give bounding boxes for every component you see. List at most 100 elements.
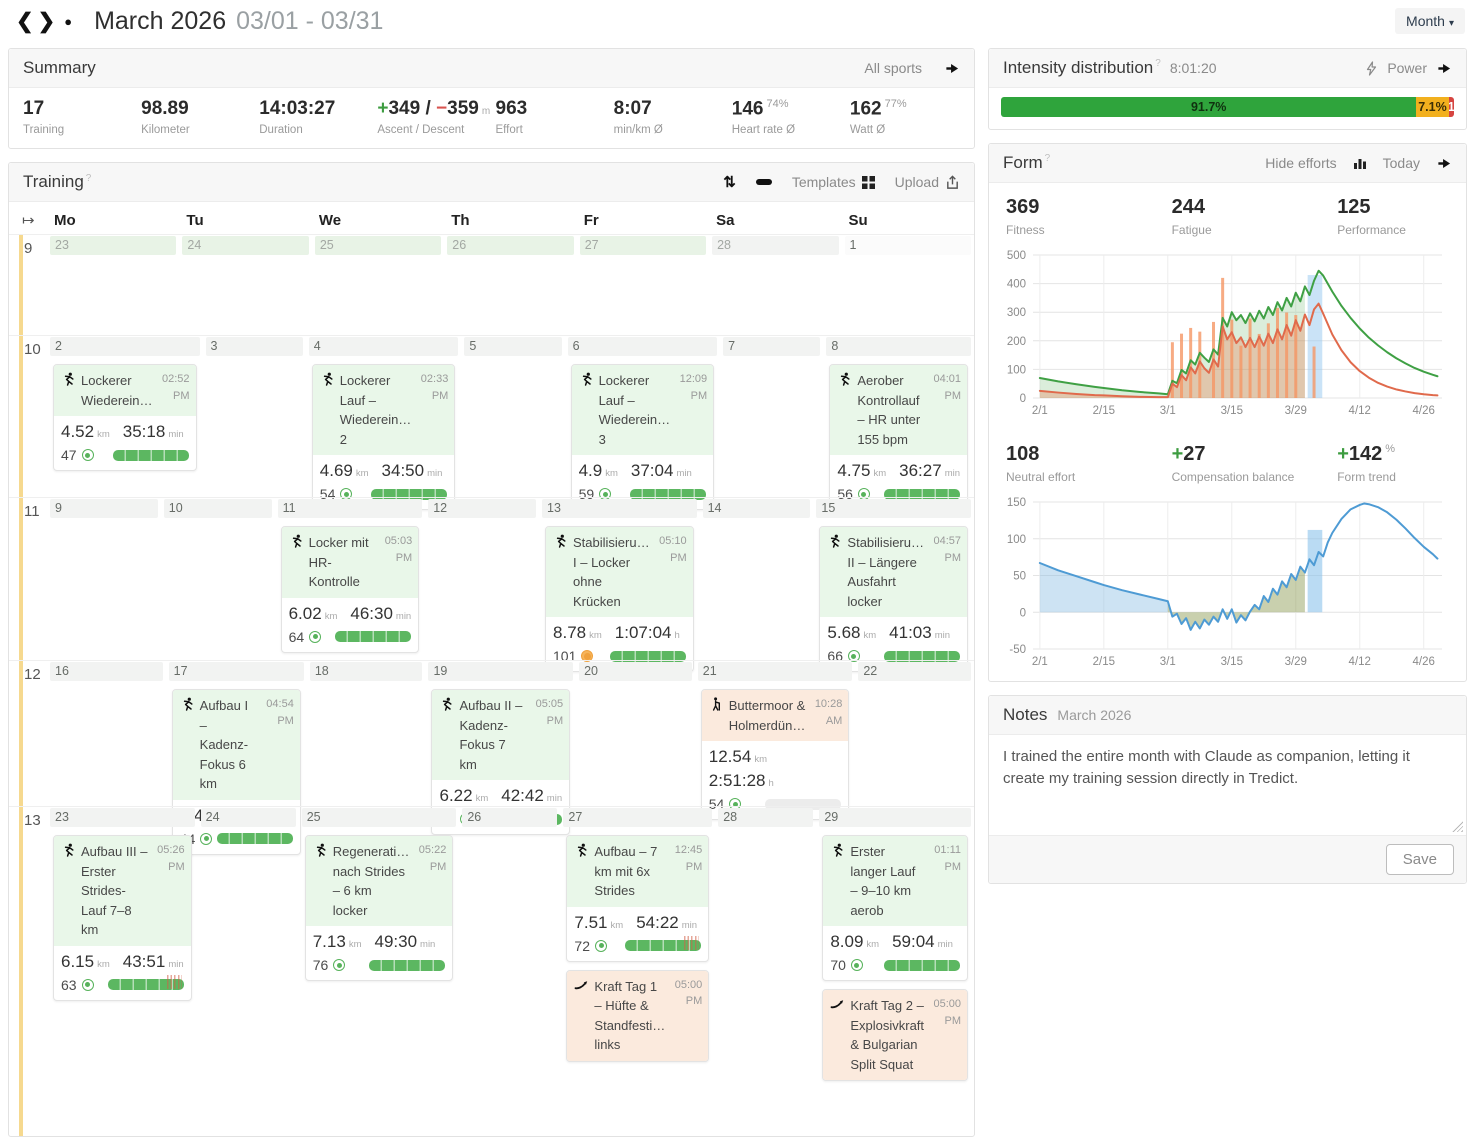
view-selector[interactable]: Month ▾ <box>1395 8 1465 34</box>
entry-time: 05:03 PM <box>384 535 413 564</box>
today-button[interactable]: Today <box>1382 155 1420 171</box>
next-month-button[interactable]: ❯ <box>37 9 56 33</box>
help-icon[interactable]: ? <box>1155 58 1161 70</box>
training-entry[interactable]: Stabilisieru… II – Längere Ausfahrt lock… <box>819 526 968 673</box>
power-toggle[interactable]: Power <box>1387 60 1427 76</box>
training-entry[interactable]: Aerober Kontrollauf – HR unter 155 bpm 04… <box>829 364 968 511</box>
arrow-right-icon[interactable] <box>1436 61 1452 76</box>
calendar-day[interactable]: 1 <box>842 235 974 335</box>
help-icon[interactable]: ? <box>1044 153 1051 165</box>
notes-textarea[interactable]: I trained the entire month with Claude a… <box>989 735 1466 835</box>
calendar-day[interactable]: 26 <box>444 235 576 335</box>
upload-button[interactable]: Upload <box>895 174 960 190</box>
svg-text:500: 500 <box>1007 250 1026 262</box>
calendar-day[interactable]: 14 <box>700 498 814 660</box>
weekday-label: Th <box>451 211 470 229</box>
calendar-day[interactable]: 6 Lockerer Lauf – Wiederein… 3 12:09 PM 4.9… <box>565 336 721 511</box>
upload-icon <box>947 175 958 189</box>
calendar-day[interactable]: 2 Lockerer Wiederein… 02:52 PM 4.52 km 35:18 m… <box>47 336 203 497</box>
training-panel: Training? ⇅ Templates Upload ↦ Mo Tu We Th Fr… <box>8 162 975 1137</box>
training-entry[interactable]: Aufbau – 7 km mit 6x Strides 12:45 PM 7.51… <box>566 835 710 962</box>
calendar-day[interactable]: 27 <box>577 235 709 335</box>
calendar-day[interactable]: 3 <box>203 336 306 497</box>
arrow-right-icon[interactable] <box>944 61 960 76</box>
calendar-day[interactable]: 25 <box>312 235 444 335</box>
calendar-day[interactable]: 29 Erster langer Lauf – 9–10 km aerob 01:1… <box>816 807 974 1136</box>
calendar-day[interactable]: 11 Locker mit HR-Kontrolle 05:03 PM 6.02 km 4… <box>275 498 426 660</box>
calendar-day[interactable]: 8 Aerober Kontrollauf – HR unter 155 bpm 0… <box>823 336 974 511</box>
calendar-day[interactable]: 18 <box>307 661 426 806</box>
calendar-day[interactable]: 19 Aufbau II – Kadenz-Fokus 7 km 05:05 PM 6… <box>425 661 576 836</box>
save-button[interactable]: Save <box>1385 844 1454 875</box>
calendar-day[interactable]: 28 <box>709 235 841 335</box>
entry-duration: 36:27 min <box>899 461 960 481</box>
training-entry[interactable]: Regenerati… nach Strides – 6 km locker 05… <box>304 835 454 982</box>
training-entry[interactable]: Locker mit HR-Kontrolle 05:03 PM 6.02 km 46:… <box>280 526 420 653</box>
expand-weeks-icon[interactable]: ↦ <box>22 211 35 229</box>
calendar-day[interactable]: 22 <box>855 661 974 806</box>
training-entry[interactable]: Kraft Tag 1 – Hüfte & Standfesti… links 0… <box>566 969 710 1062</box>
calendar-day[interactable]: 9 <box>47 498 161 660</box>
training-entry[interactable]: Lockerer Lauf – Wiederein… 2 02:33 PM 4.69… <box>311 364 456 511</box>
templates-button[interactable]: Templates <box>792 174 875 190</box>
form-title: Form? <box>1003 153 1051 172</box>
calendar-day[interactable]: 24 <box>198 807 299 1136</box>
today-dot-button[interactable]: ● <box>64 13 73 29</box>
phase-indicator <box>19 498 23 661</box>
notes-title: Notes <box>1003 705 1048 724</box>
resize-handle[interactable] <box>1452 821 1463 832</box>
calendar-day[interactable]: 15 Stabilisieru… II – Längere Ausfahrt lo… <box>813 498 974 673</box>
calendar: ↦ Mo Tu We Th Fr Sa Su 9 23 24 25 26 27 28 1 10 2 Lockerer… <box>9 206 974 1137</box>
calendar-day[interactable]: 13 Stabilisieru… I – Locker ohne Krücken 0… <box>539 498 700 673</box>
day-number: 21 <box>697 662 853 682</box>
calendar-day[interactable]: 10 <box>161 498 275 660</box>
training-entry[interactable]: Lockerer Wiederein… 02:52 PM 4.52 km 35:18 mi… <box>53 364 197 472</box>
strides-ticks <box>684 936 700 951</box>
phase-indicator <box>19 661 23 807</box>
svg-text:4/12: 4/12 <box>1349 656 1371 668</box>
calendar-day[interactable]: 25 Regenerati… nach Strides – 6 km locker… <box>299 807 460 1136</box>
calendar-day[interactable]: 23 <box>47 235 179 335</box>
entry-distance: 7.51 km <box>574 912 624 932</box>
calendar-day[interactable]: 23 Aufbau III – Erster Strides-Lauf 7–8 k… <box>47 807 198 1136</box>
bar-chart-icon[interactable] <box>1353 156 1367 170</box>
reorder-icon[interactable]: ⇅ <box>723 174 736 192</box>
calendar-day[interactable]: 20 <box>576 661 695 806</box>
arrow-right-icon[interactable] <box>1436 156 1452 171</box>
entry-time: 10:28 AM <box>814 698 843 727</box>
calendar-day[interactable]: 28 <box>715 807 816 1136</box>
top-bar: ❮ ❯ ● March 2026 03/01 - 03/31 Month ▾ <box>0 0 1475 42</box>
sport-filter[interactable]: All sports <box>864 60 922 76</box>
calendar-day[interactable]: 16 <box>47 661 166 806</box>
training-entry[interactable]: Stabilisieru… I – Locker ohne Krücken 05:… <box>545 526 694 673</box>
progress-bar <box>884 488 960 500</box>
training-entry[interactable]: Buttermoor & Holmerdün… 10:28 AM 12.54 km 2:… <box>700 689 850 821</box>
calendar-day[interactable]: 21 Buttermoor & Holmerdün… 10:28 AM 12.54 km… <box>695 661 856 821</box>
training-entry[interactable]: Aufbau III – Erster Strides-Lauf 7–8 km 0… <box>53 835 192 1001</box>
day-number: 6 <box>567 337 718 357</box>
entry-duration: 2:51:28 h <box>708 771 774 791</box>
run-icon <box>289 534 303 592</box>
hide-efforts-toggle[interactable]: Hide efforts <box>1265 155 1337 171</box>
weekday-label: Fr <box>583 211 599 229</box>
svg-text:4/26: 4/26 <box>1413 405 1435 417</box>
calendar-day[interactable]: 5 <box>461 336 564 497</box>
training-entry[interactable]: Erster langer Lauf – 9–10 km aerob 01:11 … <box>822 835 969 982</box>
training-entry[interactable]: Lockerer Lauf – Wiederein… 3 12:09 PM 4.9 k… <box>570 364 715 511</box>
calendar-day[interactable]: 27 Aufbau – 7 km mit 6x Strides 12:45 PM 7.… <box>560 807 715 1136</box>
prev-month-button[interactable]: ❮ <box>16 9 34 33</box>
calendar-day[interactable]: 12 <box>425 498 539 660</box>
notes-panel: Notes March 2026 I trained the entire mo… <box>988 695 1467 884</box>
calendar-day[interactable]: 24 <box>179 235 311 335</box>
phase-indicator <box>19 235 23 336</box>
entry-title: Lockerer Lauf – Wiederein… 3 <box>598 373 671 447</box>
help-icon[interactable]: ? <box>85 172 92 184</box>
training-entry[interactable]: Kraft Tag 2 – Explosivkraft & Bulgarian … <box>822 989 969 1082</box>
calendar-day[interactable]: 7 <box>720 336 823 497</box>
calendar-day[interactable]: 26 <box>459 807 560 1136</box>
collapse-icon[interactable] <box>755 179 772 186</box>
calendar-day[interactable]: 4 Lockerer Lauf – Wiederein… 2 02:33 PM 4.6… <box>306 336 462 511</box>
summary-panel: Summary All sports 17 Training 98.89 Kilome… <box>8 48 975 150</box>
